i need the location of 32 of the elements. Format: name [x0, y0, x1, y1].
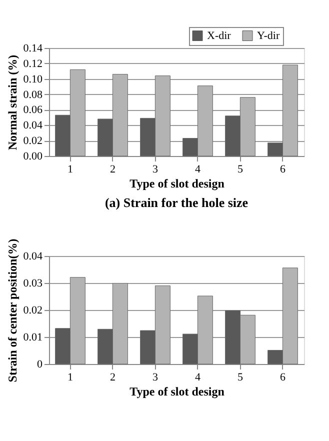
x-tick-label: 5	[238, 372, 244, 384]
y-tick-label: 0.04	[23, 120, 43, 132]
x-tick-label: 3	[152, 372, 158, 384]
y-axis-title: Normal strain (%)	[5, 54, 20, 150]
x-tick-label: 4	[195, 372, 201, 384]
y-tick-label: 0.01	[23, 332, 42, 344]
text: (a) Strain for the hole size	[104, 195, 248, 210]
x-tick-label: 1	[68, 164, 73, 176]
y-tick-label: 0.12	[23, 58, 42, 70]
x-tick-label: 2	[110, 164, 116, 176]
y-tick-label: 0.02	[23, 135, 42, 148]
y-tick-label: 0.04	[23, 250, 43, 262]
x-tick-label: 5	[238, 164, 244, 176]
x-axis-title: Type of slot design	[130, 384, 225, 398]
y-tick-label: 0.02	[23, 304, 42, 316]
y-tick-label: 0.10	[23, 73, 43, 86]
x-tick-label: 6	[280, 372, 286, 384]
x-tick-label: 4	[195, 164, 201, 176]
y-tick-label: 0.03	[23, 278, 43, 290]
legend-label: Y-dir	[257, 30, 280, 42]
y-axis-title: Strain of center position(%)	[5, 238, 20, 382]
x-axis-title: Type of slot design	[130, 176, 225, 190]
y-tick-label: 0.14	[23, 42, 43, 54]
x-tick-label: 3	[152, 164, 158, 176]
x-tick-label: 1	[68, 372, 73, 384]
y-tick-label: 0.00	[23, 150, 43, 162]
x-tick-label: 6	[280, 164, 286, 176]
y-tick-label: 0	[37, 358, 43, 370]
x-tick-label: 2	[110, 372, 116, 384]
y-tick-label: 0.08	[23, 88, 43, 101]
legend-label: X-dir	[207, 30, 232, 42]
y-tick-label: 0.06	[23, 104, 43, 116]
